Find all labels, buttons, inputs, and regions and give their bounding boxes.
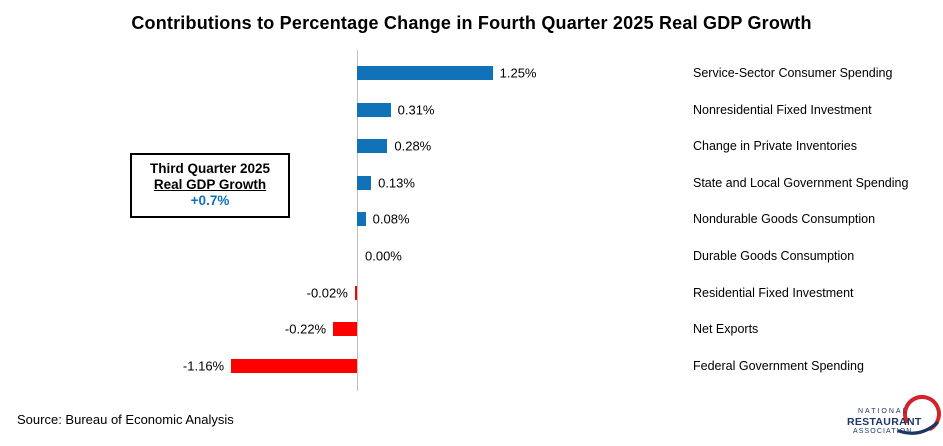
category-label: Service-Sector Consumer Spending [693,66,893,80]
source-note: Source: Bureau of Economic Analysis [17,412,234,427]
bar-value-label: 0.08% [372,211,410,227]
logo-association-text: ASSOCIATION [853,428,913,435]
category-label: Durable Goods Consumption [693,249,855,263]
positive-bar [357,66,493,80]
bar-value-label: -1.16% [182,358,225,374]
nra-logo: NATIONAL RESTAURANT ASSOCIATION [843,394,943,445]
positive-bar [357,175,372,190]
logo-restaurant-text: RESTAURANT [847,416,922,428]
category-label: Residential Fixed Investment [693,285,854,300]
negative-bar [333,322,357,337]
annotation-box: Third Quarter 2025 Real GDP Growth +0.7% [130,153,290,218]
logo-swoosh-icon [897,394,941,435]
bar-value-label: 1.25% [499,65,537,81]
category-label: Federal Government Spending [693,358,864,373]
annotation-line2: Real GDP Growth [153,177,267,192]
bar-value-label: 0.13% [378,175,415,191]
chart-title: Contributions to Percentage Change in Fo… [131,13,812,33]
bar-value-label: -0.22% [284,321,327,337]
logo-national-text: NATIONAL [858,408,909,415]
bar-value-label: 0.28% [394,138,432,154]
category-label: Nondurable Goods Consumption [693,212,876,227]
positive-bar [357,212,366,227]
bar-value-label: 0.31% [397,102,435,118]
positive-bar [357,139,388,154]
category-label: State and Local Government Spending [693,175,909,190]
category-label: Nonresidential Fixed Investment [693,102,872,117]
annotation-line1: Third Quarter 2025 [149,161,271,176]
negative-bar [354,285,357,300]
positive-bar [357,102,391,117]
bar-value-label: 0.00% [365,248,402,264]
bar-value-label: -0.02% [306,285,348,301]
annotation-value: +0.7% [190,193,230,208]
negative-bar [231,358,357,373]
category-label: Change in Private Inventories [693,139,857,154]
category-label: Net Exports [693,322,759,337]
